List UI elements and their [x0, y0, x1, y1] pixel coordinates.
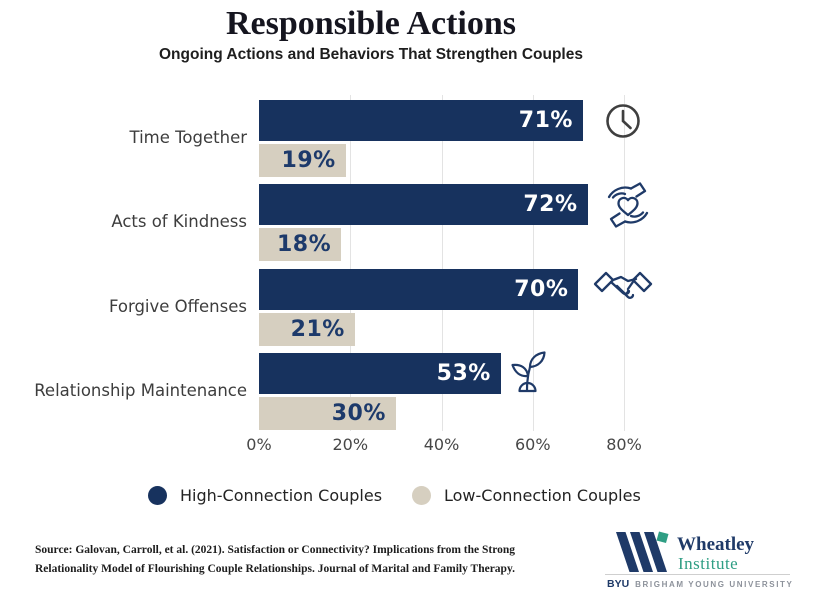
legend-label-low: Low-Connection Couples	[444, 486, 641, 505]
bar-low-connection: 18%	[259, 228, 342, 262]
handshake-icon	[594, 272, 653, 300]
bar-high-connection: 71%	[259, 100, 583, 141]
x-axis-tick: 20%	[332, 435, 369, 454]
bar-high-connection: 72%	[259, 184, 588, 226]
gridline	[532, 95, 534, 431]
plot-area	[259, 95, 673, 431]
bar-value-label: 71%	[518, 108, 573, 133]
bar-high-connection: 70%	[259, 268, 579, 310]
category-label: Acts of Kindness	[111, 212, 247, 232]
institute-name: Institute	[678, 554, 739, 573]
gridline	[441, 95, 443, 431]
bar-value-label: 70%	[514, 276, 569, 302]
legend-item-low: Low-Connection Couples	[412, 486, 641, 505]
bar-value-label: 72%	[523, 192, 578, 218]
bar-high-connection: 53%	[259, 352, 501, 394]
source-line-2: Relationality Model of Flourishing Coupl…	[35, 562, 515, 575]
row-icon	[603, 101, 643, 141]
source-line-1: Source: Galovan, Carroll, et al. (2021).…	[35, 544, 515, 556]
source-text: Source: Galovan, Carroll, et al. (2021).…	[35, 541, 515, 578]
bar-value-label: 30%	[331, 400, 386, 426]
bar-low-connection: 19%	[259, 144, 346, 177]
hands-heart-icon	[607, 182, 648, 228]
sprout-icon	[511, 351, 546, 393]
category-label: Time Together	[129, 128, 247, 147]
bar-low-connection: 21%	[259, 312, 355, 346]
byu-wordmark-line: BYU BRIGHAM YOUNG UNIVERSITY	[607, 578, 793, 590]
byu-wordmark: BYU	[607, 578, 630, 590]
row-icon	[600, 176, 656, 234]
bar-value-label: 19%	[281, 148, 336, 173]
x-axis-tick: 60%	[514, 435, 551, 454]
legend-swatch-low	[412, 486, 431, 505]
chart-title: Responsible Actions	[226, 5, 516, 42]
logo-divider	[605, 574, 790, 575]
legend-item-high: High-Connection Couples	[148, 486, 382, 505]
legend-label-high: High-Connection Couples	[180, 486, 383, 505]
x-axis-tick: 40%	[423, 435, 460, 454]
row-icon	[509, 350, 547, 396]
category-label: Relationship Maintenance	[34, 380, 247, 400]
wheatley-w-mark	[616, 531, 669, 572]
gridline	[350, 95, 352, 431]
bar-value-label: 18%	[276, 232, 332, 258]
bar-value-label: 53%	[436, 360, 491, 386]
clock-icon	[606, 103, 640, 138]
gridline	[624, 95, 625, 431]
bar-low-connection: 30%	[259, 396, 396, 430]
x-axis-tick: 0%	[246, 435, 272, 454]
wheatley-name: Wheatley	[677, 534, 755, 555]
x-axis-tick: 80%	[606, 435, 642, 454]
legend-swatch-high	[148, 486, 167, 505]
university-wordmark: BRIGHAM YOUNG UNIVERSITY	[635, 580, 794, 589]
category-label: Forgive Offenses	[108, 296, 247, 316]
bar-value-label: 21%	[290, 316, 345, 342]
wheatley-logo: Wheatley Institute BYU BRIGHAM YOUNG UNI…	[605, 528, 800, 603]
chart-subtitle: Ongoing Actions and Behaviors That Stren…	[159, 46, 583, 63]
row-icon	[592, 267, 654, 311]
